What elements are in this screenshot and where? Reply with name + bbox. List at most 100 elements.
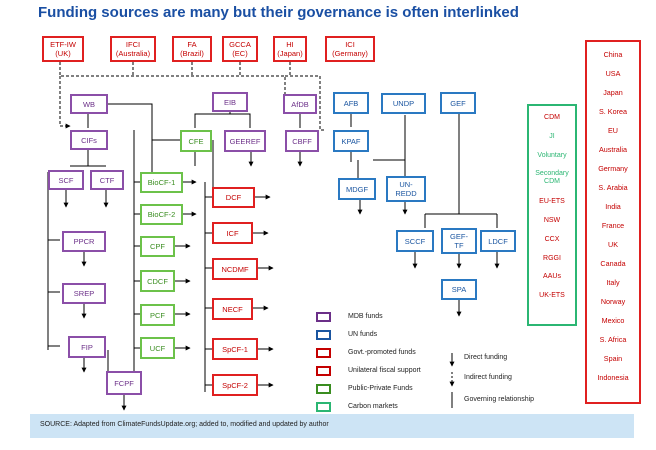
- node-geeref: GEEREF: [224, 130, 266, 152]
- country-item: Indonesia: [597, 373, 629, 382]
- node-ldcf: LDCF: [480, 230, 516, 252]
- carbon-market-secondary-cdm: Secondary CDM: [535, 170, 569, 185]
- node-biocf-1: BioCF-1: [140, 172, 183, 193]
- node-un-redd-line2: REDD: [395, 189, 417, 198]
- country-item: Norway: [600, 297, 626, 306]
- source-gcca-country: (EC): [232, 49, 248, 58]
- node-gef-tf-line2: TF: [454, 241, 464, 250]
- node-ncdmf: NCDMF: [212, 258, 258, 280]
- node-icf: ICF: [212, 222, 253, 244]
- source-box-ici: ICI (Germany): [325, 36, 375, 62]
- carbon-market-aaus: AAUs: [543, 273, 561, 280]
- node-dcf: DCF: [212, 187, 255, 208]
- country-item: Japan: [603, 88, 623, 97]
- carbon-markets-panel: CDM JI Voluntary Secondary CDM EU-ETS NS…: [527, 104, 577, 326]
- node-fip: FIP: [68, 336, 106, 358]
- legend-swatch-govt: [316, 348, 331, 358]
- node-cdcf: CDCF: [140, 270, 175, 292]
- node-pcf: PCF: [140, 304, 175, 326]
- country-item: Mexico: [601, 316, 625, 325]
- country-item: Spain: [603, 354, 623, 363]
- source-footer: SOURCE: Adapted from ClimateFundsUpdate.…: [30, 414, 634, 438]
- page-title: Funding sources are many but their gover…: [38, 4, 519, 21]
- country-item: India: [605, 202, 621, 211]
- legend-label-direct: Direct funding: [464, 354, 508, 361]
- node-gef-tf: GEF- TF: [441, 228, 477, 254]
- node-fcpf: FCPF: [106, 371, 142, 395]
- node-un-redd: UN- REDD: [386, 176, 426, 202]
- node-cpf: CPF: [140, 236, 175, 257]
- node-gef-tf-line1: GEF-: [450, 232, 468, 241]
- legend-label-mdb: MDB funds: [348, 313, 383, 320]
- legend-label-indirect: Indirect funding: [464, 374, 512, 381]
- legend-label-fiscal: Unilateral fiscal support: [348, 367, 421, 374]
- legend-swatch-ppf: [316, 384, 331, 394]
- source-hi-country: (Japan): [277, 49, 303, 58]
- country-item: S. Korea: [599, 107, 627, 116]
- carbon-market-cdm: CDM: [544, 114, 560, 121]
- source-fa-name: FA: [187, 40, 197, 49]
- node-cfe: CFE: [180, 130, 212, 152]
- legend-swatch-carbon: [316, 402, 331, 412]
- country-item: Italy: [606, 278, 620, 287]
- node-kpaf: KPAF: [333, 130, 369, 152]
- source-hi-name: HI: [286, 40, 294, 49]
- node-spcf-2: SpCF-2: [212, 374, 258, 396]
- source-text: SOURCE: Adapted from ClimateFundsUpdate.…: [40, 421, 329, 428]
- node-biocf-2: BioCF-2: [140, 204, 183, 225]
- source-etf-iw-name: ETF-IW: [50, 40, 76, 49]
- country-item: USA: [605, 69, 621, 78]
- node-eib: EIB: [212, 92, 248, 112]
- source-box-fa: FA (Brazil): [172, 36, 212, 62]
- source-ici-country: (Germany): [332, 49, 368, 58]
- country-item: France: [601, 221, 625, 230]
- node-scf: SCF: [48, 170, 84, 190]
- node-cifs: CIFs: [70, 130, 108, 150]
- node-necf: NECF: [212, 298, 253, 320]
- country-item: Australia: [599, 145, 627, 154]
- legend-label-carbon: Carbon markets: [348, 403, 398, 410]
- legend-label-governing: Governing relationship: [464, 396, 535, 403]
- node-afb: AFB: [333, 92, 369, 114]
- source-box-hi: HI (Japan): [273, 36, 307, 62]
- node-undp: UNDP: [381, 93, 426, 114]
- country-item: Canada: [600, 259, 626, 268]
- country-item: S. Africa: [599, 335, 627, 344]
- node-un-redd-line1: UN-: [399, 180, 413, 189]
- node-srep: SREP: [62, 283, 106, 304]
- legend-label-un: UN funds: [348, 331, 378, 338]
- source-box-ifci: IFCI (Australia): [110, 36, 156, 62]
- carbon-market-voluntary: Voluntary: [537, 152, 567, 159]
- carbon-market-ji: JI: [549, 133, 555, 140]
- carbon-market-nsw: NSW: [543, 217, 561, 224]
- source-gcca-name: GCCA: [229, 40, 251, 49]
- carbon-market-rggi: RGGI: [543, 255, 561, 262]
- carbon-market-uk-ets: UK-ETS: [539, 292, 565, 299]
- node-ppcr: PPCR: [62, 231, 106, 252]
- country-item: EU: [608, 126, 618, 135]
- legend-swatch-fiscal: [316, 366, 331, 376]
- source-etf-iw-country: (UK): [55, 49, 71, 58]
- country-item: Germany: [598, 164, 628, 173]
- carbon-market-ccx: CCX: [544, 236, 560, 243]
- source-box-etf-iw: ETF-IW (UK): [42, 36, 84, 62]
- node-ctf: CTF: [90, 170, 124, 190]
- legend-label-govt: Govt.-promoted funds: [348, 349, 416, 356]
- node-cbff: CBFF: [285, 130, 319, 152]
- legend-swatch-mdb: [316, 312, 331, 322]
- node-spa: SPA: [441, 279, 477, 300]
- node-wb: WB: [70, 94, 108, 114]
- node-afdb: AfDB: [283, 94, 317, 114]
- source-fa-country: (Brazil): [180, 49, 204, 58]
- source-ici-name: ICI: [345, 40, 355, 49]
- countries-panel: China USA Japan S. Korea EU Australia Ge…: [585, 40, 641, 404]
- node-gef: GEF: [440, 92, 476, 114]
- source-ifci-name: IFCI: [125, 40, 141, 49]
- country-item: UK: [608, 240, 618, 249]
- node-mdgf: MDGF: [338, 178, 376, 200]
- country-item: China: [603, 50, 623, 59]
- country-item: S. Arabia: [598, 183, 628, 192]
- node-spcf-1: SpCF-1: [212, 338, 258, 360]
- node-ucf: UCF: [140, 337, 175, 359]
- source-ifci-country: (Australia): [115, 49, 151, 58]
